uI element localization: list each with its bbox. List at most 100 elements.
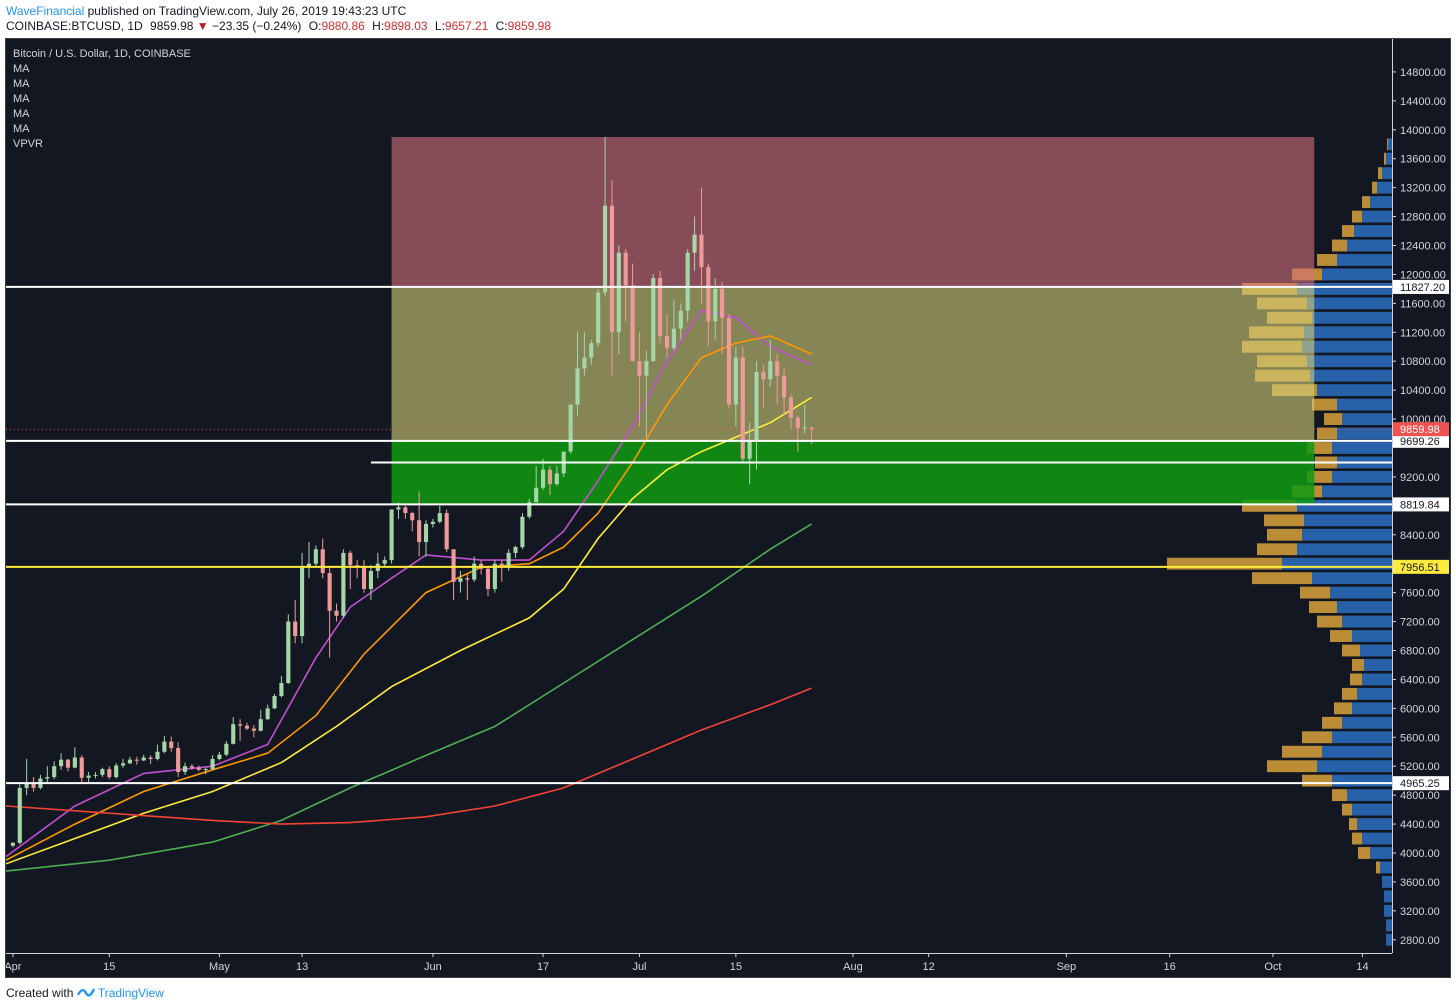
vp-row-down	[1349, 818, 1357, 830]
time-tick-label: Jun	[424, 961, 442, 973]
candle	[403, 505, 408, 519]
candles	[10, 137, 814, 848]
candle	[706, 263, 711, 347]
price-tick-label: 2800.00	[1400, 935, 1440, 947]
candle-body	[65, 759, 71, 768]
candle-body	[258, 719, 263, 731]
vp-row-up	[1332, 731, 1392, 744]
time-tick-label: Sep	[1057, 961, 1077, 973]
candle	[100, 767, 105, 778]
tradingview-brand[interactable]: TradingView	[97, 986, 164, 1000]
candle-body	[485, 568, 491, 590]
vp-row-up	[1352, 630, 1392, 642]
vp-row-down	[1334, 702, 1352, 715]
vp-row-up	[1384, 890, 1392, 903]
vp-row-down	[1312, 398, 1337, 411]
legend-ma-5[interactable]: MA	[13, 123, 30, 135]
candle-body	[720, 288, 725, 318]
chart-area[interactable]: 14800.00 14400.00 14000.00 13600.00 13200.00…	[5, 38, 1451, 978]
candle	[554, 466, 559, 486]
legend-ma-4[interactable]: MA	[13, 108, 30, 120]
vp-row-up	[1382, 167, 1392, 180]
candle-body	[541, 469, 546, 488]
vp-row-up	[1337, 427, 1392, 440]
candle-body	[417, 520, 422, 543]
candle	[423, 520, 429, 557]
legend-ma-1[interactable]: MA	[13, 63, 30, 75]
candle	[141, 754, 146, 762]
candle	[417, 491, 422, 557]
candle	[176, 742, 181, 778]
candle-body	[726, 317, 732, 405]
vp-row-down	[1362, 196, 1370, 209]
candle-body	[10, 842, 15, 846]
candle-body	[403, 507, 408, 514]
vp-row-down	[1358, 847, 1370, 859]
price-tag-bg	[1393, 776, 1449, 791]
candle	[651, 274, 656, 362]
candle-body	[609, 205, 614, 333]
candle	[671, 299, 676, 351]
price-tick-label: 14000.00	[1400, 125, 1446, 137]
author-link[interactable]: WaveFinancial	[6, 4, 85, 18]
vp-row-up	[1322, 268, 1392, 281]
candle-body	[775, 361, 780, 376]
candle	[306, 542, 312, 579]
vp-row-up	[1342, 716, 1392, 729]
candle	[31, 777, 36, 792]
legend-ma-2[interactable]: MA	[13, 78, 30, 90]
candle-body	[658, 278, 663, 336]
candle	[492, 560, 497, 593]
ma-line-5	[6, 687, 812, 825]
ohlc-low-value: 9657.21	[444, 19, 489, 33]
candle-body	[506, 552, 511, 568]
vp-row-down	[1307, 442, 1332, 454]
candle-body	[582, 357, 587, 369]
candle-body	[231, 724, 236, 744]
candle-body	[382, 560, 387, 564]
symbol-label: COINBASE:BTCUSD, 1D	[6, 19, 143, 33]
time-tick-label: 16	[1164, 961, 1176, 973]
vp-row-up	[1360, 644, 1392, 657]
vp-row-up	[1312, 311, 1392, 324]
candle	[658, 270, 663, 344]
price-tick-label: 14400.00	[1400, 96, 1446, 108]
price-axis[interactable]: 14800.00 14400.00 14000.00 13600.00 13200.00…	[1392, 39, 1450, 977]
vp-row-down	[1372, 181, 1377, 194]
candle	[196, 765, 201, 772]
candle	[410, 511, 415, 532]
time-axis[interactable]: Apr 15 May 13 Jun 17 Jul 15 Aug 12 Sep 16 Oct 14	[6, 953, 1450, 977]
price-tag: 9699.26	[1393, 433, 1449, 448]
candle-body	[568, 404, 573, 452]
vp-row-down	[1317, 427, 1337, 440]
vp-row-down	[1378, 167, 1382, 180]
legend-vpvr[interactable]: VPVR	[13, 138, 43, 150]
candle-body	[768, 361, 773, 380]
candle	[575, 332, 580, 416]
time-tick-label: 12	[923, 961, 935, 973]
price-tag-bg	[1393, 433, 1449, 448]
vp-row-down	[1350, 673, 1362, 686]
vp-row-down	[1309, 601, 1337, 614]
candle-body	[334, 610, 339, 616]
ma-line-2	[6, 335, 812, 861]
legend-ma-3[interactable]: MA	[13, 93, 30, 105]
candle-body	[465, 578, 470, 580]
candle-body	[782, 375, 787, 398]
candle-body	[499, 563, 504, 568]
ohlc-high-value: 9898.03	[384, 19, 428, 33]
candle	[788, 393, 794, 430]
vp-row-down	[1342, 687, 1357, 700]
price-tag: 9859.98	[1393, 422, 1449, 437]
time-tick-label: 13	[296, 961, 308, 973]
price-chart[interactable]: 14800.00 14400.00 14000.00 13600.00 13200.00…	[6, 39, 1450, 977]
vp-row-down	[1332, 789, 1347, 802]
candle	[93, 771, 98, 779]
price-tag-label: 9699.26	[1400, 436, 1440, 448]
candle	[733, 346, 738, 427]
candle	[685, 249, 690, 322]
vp-row-up	[1307, 297, 1392, 310]
candle-body	[203, 769, 208, 771]
candle	[79, 755, 84, 783]
vp-row-up	[1304, 326, 1392, 339]
